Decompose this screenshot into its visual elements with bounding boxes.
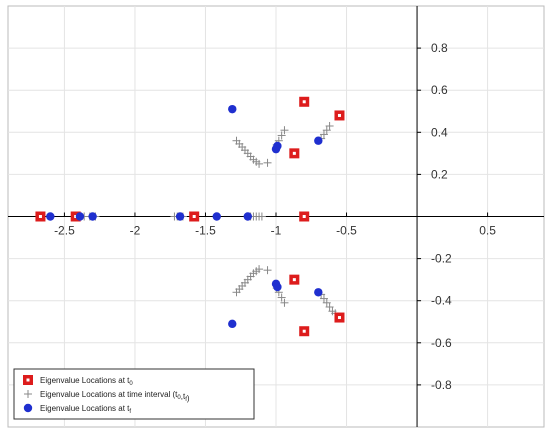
eigenvalue-interval-marker [255,159,264,168]
eigenvalue-interval-marker [319,294,328,303]
legend-t0-icon [23,375,33,385]
eigenvalue-tf-marker [228,319,237,329]
y-tick-label: 0.6 [431,83,448,97]
data-marks [35,96,345,337]
eigenvalue-tf-marker [228,104,237,114]
eigenvalue-t0-marker [35,211,46,222]
eigenvalue-t0-marker [289,274,300,285]
eigenvalue-interval-marker [322,298,331,307]
legend-item-interval: Eigenvalue Locations at time interval (t… [24,390,190,403]
eigenvalue-interval-marker [263,266,272,275]
eigenvalue-interval-marker [322,126,331,135]
x-tick-label: -2.5 [54,224,75,238]
y-tick-label: -0.2 [431,252,452,266]
legend-item-t0: Eigenvalue Locations at t0 [23,375,133,387]
x-tick-label: -0.5 [336,224,357,238]
tick-labels: -2.5 -2 -1.5 -1 -0.5 0.5 0.8 0.6 0.4 0.2 -0.2 -0.4 -… [54,41,496,392]
y-tick-label: 0.2 [431,167,448,181]
legend-label: Eigenvalue Locations at t0 [40,376,133,387]
eigenvalue-tf-marker [46,212,55,221]
y-tick-label: 0.8 [431,41,448,55]
eigenvalue-t0-marker [70,211,81,222]
eigenvalue-tf-marker [212,212,221,221]
eigenvalue-t0-marker [299,96,310,107]
eigenvalue-interval-marker [257,212,266,221]
series-t0 [35,96,345,337]
eigenvalue-t0-marker [334,110,345,121]
x-tick-label: -1 [271,224,282,238]
eigenvalue-tf-marker [273,282,282,292]
x-tick-label: -2 [130,224,141,238]
legend-label: Eigenvalue Locations at tf [40,404,131,415]
legend-item-tf: Eigenvalue Locations at tf [23,403,131,415]
eigenvalue-interval-marker [325,121,334,130]
x-tick-label: -1.5 [195,224,216,238]
eigenvalue-interval-marker [325,303,334,312]
eigenvalue-tf-marker [314,136,323,145]
eigenvalue-tf-marker [314,288,323,297]
eigenvalue-interval-marker [277,293,286,302]
eigenvalue-tf-marker [75,212,85,221]
eigenvalue-t0-marker [189,211,200,222]
eigenvalue-t0-marker [299,211,310,222]
legend-label: Eigenvalue Locations at time interval (t… [40,390,190,403]
series-tf [46,104,323,329]
eigenvalue-interval-marker [255,265,264,274]
eigenvalue-interval-marker [263,158,272,167]
eigenvalue-interval-marker [319,130,328,139]
y-tick-label: -0.6 [431,336,452,350]
eigenvalue-tf-marker [88,212,97,221]
eigenvalue-tf-marker [243,212,252,221]
legend-box [13,368,255,420]
y-tick-label: -0.4 [431,294,452,308]
eigenvalue-tf-marker [175,212,185,221]
eigenvalue-t0-marker [289,148,300,159]
x-tick-label: 0.5 [479,224,496,238]
eigenvalue-interval-marker [280,298,289,307]
legend-interval-icon [24,390,32,398]
eigenvalue-t0-marker [299,326,310,337]
eigenvalue-interval-marker [277,131,286,140]
eigenvalue-t0-marker [334,312,345,323]
y-tick-label: 0.4 [431,125,448,139]
y-tick-label: -0.8 [431,378,452,392]
legend-tf-icon [23,403,33,413]
legend: Eigenvalue Locations at t0 Eigenvalue Loc… [13,368,255,420]
eigenvalue-tf-marker [273,141,282,151]
eigenvalue-interval-marker [280,126,289,135]
